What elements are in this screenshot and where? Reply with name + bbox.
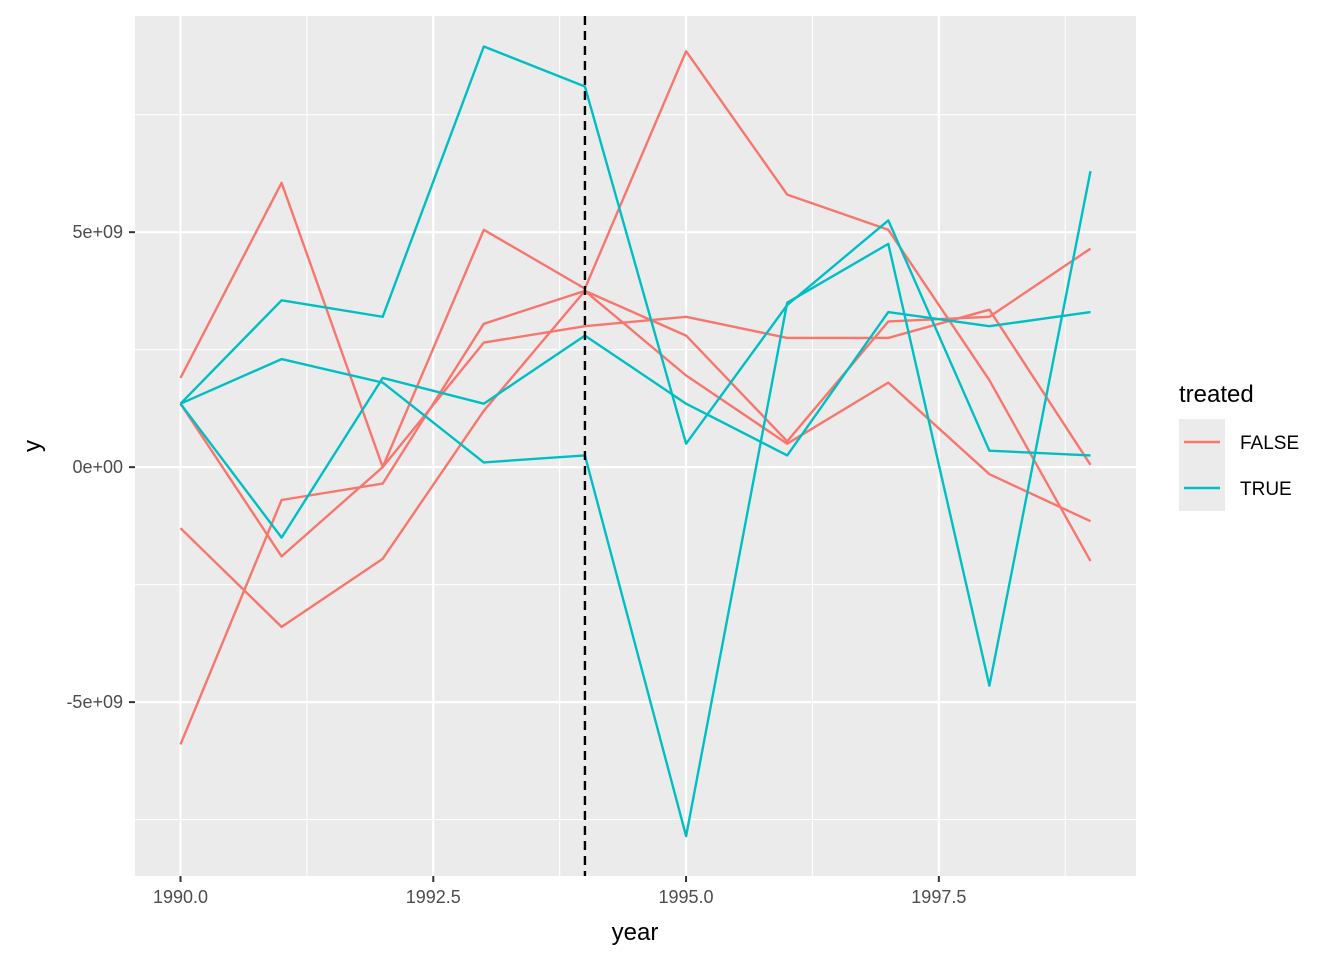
- series-line-true: [179, 310, 1091, 539]
- legend: treated FALSE TRUE: [1179, 381, 1299, 511]
- y-tick-label: -5e+09: [66, 692, 123, 712]
- legend-label-true: TRUE: [1240, 479, 1292, 500]
- major-gridlines: [135, 16, 1136, 876]
- x-axis-ticks: 1990.0 1992.5 1995.0 1997.5: [153, 876, 966, 907]
- y-axis-ticks: -5e+09 0e+00 5e+09: [66, 222, 135, 712]
- plot-panel: [135, 16, 1136, 876]
- minor-gridlines: [135, 16, 1136, 876]
- x-tick-label: 1995.0: [659, 887, 714, 907]
- series-lines: [179, 45, 1092, 838]
- y-tick-label: 5e+09: [72, 222, 123, 242]
- x-tick-label: 1997.5: [911, 887, 966, 907]
- legend-title: treated: [1179, 381, 1254, 408]
- series-line-false: [179, 289, 1092, 629]
- y-axis-title: y: [19, 440, 46, 452]
- series-line-true: [179, 45, 1091, 457]
- series-line-false: [179, 50, 1092, 562]
- series-line-false: [179, 308, 1092, 558]
- x-tick-label: 1990.0: [153, 887, 208, 907]
- x-tick-label: 1992.5: [406, 887, 461, 907]
- x-axis-title: year: [612, 919, 659, 946]
- y-tick-label: 0e+00: [72, 457, 123, 477]
- legend-label-false: FALSE: [1240, 433, 1299, 454]
- series-line-true: [180, 170, 1092, 838]
